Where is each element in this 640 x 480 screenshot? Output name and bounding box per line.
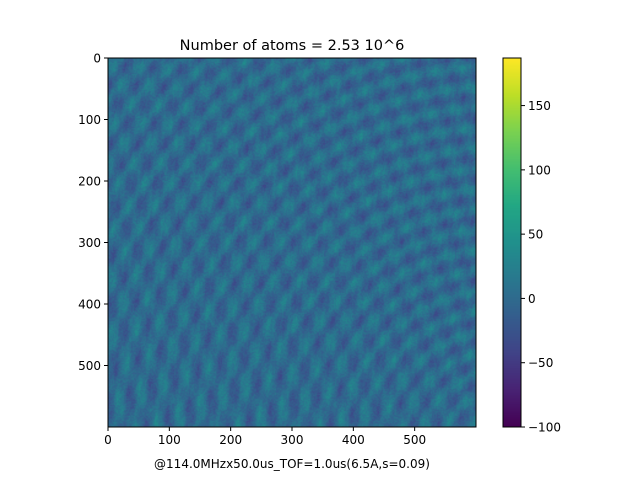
y-tick-label: 300 [78,236,101,250]
heatmap-image [108,58,476,427]
colorbar: −100 −50 0 50 100 150 [502,57,561,435]
x-tick-label: 300 [281,433,304,447]
x-tick-label: 200 [219,433,242,447]
chart-title: Number of atoms = 2.53 10^6 [180,38,405,54]
x-tick-label: 0 [104,433,112,447]
y-tick-label: 400 [78,298,101,312]
colorbar-tick-label: 100 [528,163,551,177]
x-axis-label: @114.0MHzx50.0us_TOF=1.0us(6.5A,s=0.09) [154,457,430,471]
heatmap-plot [107,57,477,428]
colorbar-axis: −100 −50 0 50 100 150 [521,99,561,435]
y-axis: 0 100 200 300 400 500 [78,52,108,373]
y-tick-label: 0 [93,52,101,66]
colorbar-tick-label: −50 [528,356,553,370]
colorbar-tick-label: 50 [528,228,543,242]
colorbar-gradient [503,58,521,427]
y-tick-label: 500 [78,359,101,373]
colorbar-tick-label: 0 [528,292,536,306]
x-tick-label: 500 [403,433,426,447]
x-tick-label: 400 [342,433,365,447]
colorbar-tick-label: 150 [528,99,551,113]
x-tick-label: 100 [158,433,181,447]
y-tick-label: 200 [78,175,101,189]
y-tick-label: 100 [78,113,101,127]
x-axis: 0 100 200 300 400 500 [104,427,426,447]
colorbar-tick-label: −100 [528,421,561,435]
colorbar-frame [502,57,522,428]
